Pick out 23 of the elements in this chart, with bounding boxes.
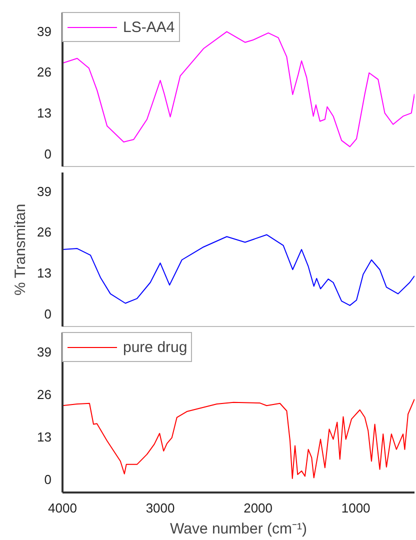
y-tick-label: 13 <box>37 106 52 121</box>
y-tick-label: 0 <box>44 472 52 487</box>
y-tick-label: 39 <box>37 184 52 199</box>
legend-label: LS-AA4 <box>123 18 175 36</box>
x-tick-label: 4000 <box>48 500 77 516</box>
y-tick-label: 26 <box>37 64 52 80</box>
line-series <box>62 234 414 306</box>
y-tick-label: 26 <box>37 224 52 240</box>
x-tick-label: 2000 <box>244 500 273 516</box>
y-tick-label: 26 <box>37 387 52 402</box>
line-series <box>62 31 414 148</box>
y-axis-title: % Transmitan <box>12 204 30 296</box>
y-tick-label: 39 <box>37 344 52 360</box>
legend-label: pure drug <box>123 338 188 356</box>
x-tick-label: 1000 <box>341 500 370 516</box>
y-tick-label: 0 <box>44 146 52 162</box>
y-tick-label: 39 <box>37 24 52 39</box>
y-tick-label: 0 <box>44 306 52 322</box>
line-series <box>62 398 414 479</box>
x-axis-title: Wave number (cm⁻¹) <box>170 520 307 538</box>
y-tick-label: 13 <box>37 266 52 281</box>
x-tick-label: 3000 <box>146 500 175 516</box>
y-tick-label: 13 <box>37 429 52 444</box>
